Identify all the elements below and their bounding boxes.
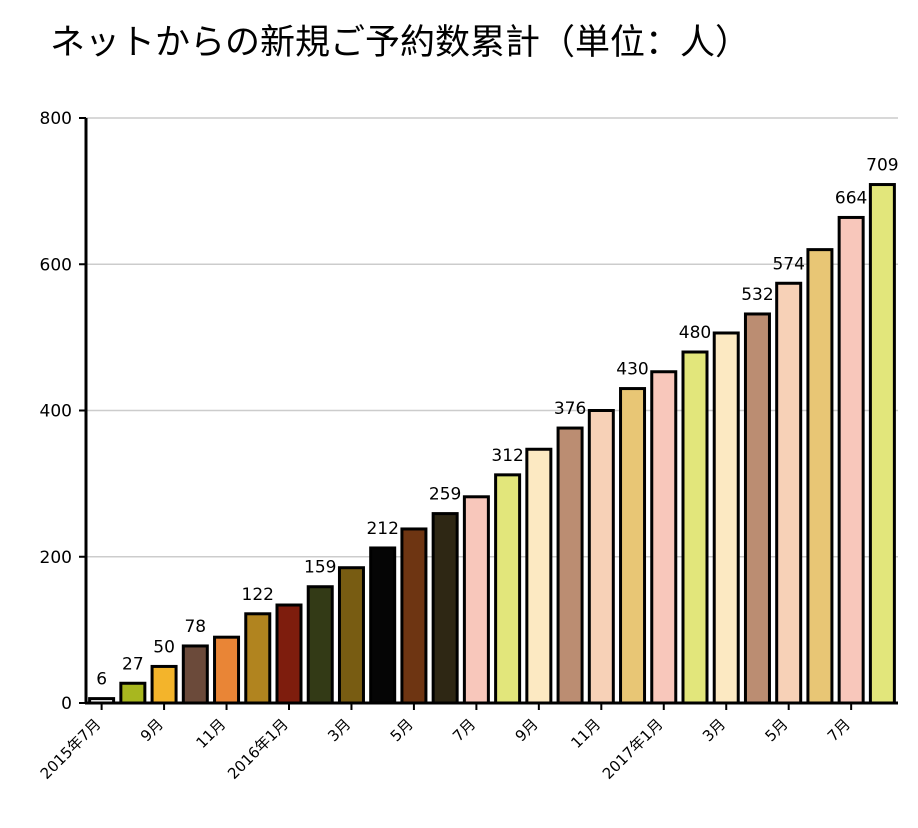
x-tick-label: 2016年1月 bbox=[224, 715, 292, 783]
y-tick-label: 0 bbox=[61, 694, 72, 714]
bar bbox=[619, 387, 647, 705]
data-label: 430 bbox=[616, 360, 648, 380]
x-tick-label: 3月 bbox=[699, 715, 729, 745]
x-tick-label: 5月 bbox=[761, 715, 791, 745]
data-label: 376 bbox=[554, 399, 586, 419]
bar bbox=[743, 312, 771, 705]
bar bbox=[462, 495, 490, 705]
bar bbox=[119, 681, 147, 705]
bar bbox=[244, 612, 272, 705]
bar bbox=[431, 512, 459, 705]
bar bbox=[837, 215, 865, 705]
data-label: 27 bbox=[122, 654, 144, 674]
data-label: 664 bbox=[835, 188, 867, 208]
data-label: 6 bbox=[96, 670, 107, 690]
data-label: 50 bbox=[153, 637, 175, 657]
x-tick-label: 11月 bbox=[567, 715, 604, 752]
data-labels: 6 27 50 78 122 159 212 259 312 376 430 480 532 574 664… bbox=[96, 156, 898, 690]
data-label: 159 bbox=[304, 558, 336, 578]
bar bbox=[337, 566, 365, 705]
data-label: 122 bbox=[242, 585, 274, 605]
y-tick-label: 600 bbox=[40, 255, 72, 275]
data-label: 78 bbox=[184, 617, 206, 637]
y-tick-label: 400 bbox=[40, 402, 72, 422]
bar bbox=[525, 447, 553, 705]
x-tick-label: 3月 bbox=[324, 715, 354, 745]
data-label: 259 bbox=[429, 485, 461, 505]
y-tick-label: 200 bbox=[40, 548, 72, 568]
data-label: 480 bbox=[679, 323, 711, 343]
data-label: 574 bbox=[772, 254, 804, 274]
data-label: 532 bbox=[741, 285, 773, 305]
x-tick-label: 11月 bbox=[193, 715, 230, 752]
bar bbox=[868, 183, 896, 705]
bar bbox=[494, 473, 522, 705]
x-tick-label: 7月 bbox=[449, 715, 479, 745]
bar bbox=[400, 527, 428, 705]
data-label: 709 bbox=[866, 156, 898, 176]
data-label: 312 bbox=[491, 446, 523, 466]
data-label: 212 bbox=[366, 519, 398, 539]
bar bbox=[556, 426, 584, 705]
x-tick-label: 7月 bbox=[824, 715, 854, 745]
x-tick-label: 9月 bbox=[137, 715, 167, 745]
bar bbox=[650, 370, 678, 705]
bar bbox=[712, 331, 740, 705]
y-tick-label: 800 bbox=[40, 109, 72, 129]
y-tick-labels: 0 200 400 600 800 bbox=[40, 109, 72, 714]
bar bbox=[681, 350, 709, 705]
bar bbox=[369, 546, 397, 705]
bar bbox=[150, 664, 178, 705]
x-tick-label: 2015年7月 bbox=[37, 715, 105, 783]
bar bbox=[587, 409, 615, 705]
bar bbox=[775, 281, 803, 705]
bar bbox=[181, 644, 209, 705]
bar bbox=[213, 635, 241, 705]
bar bbox=[306, 585, 334, 705]
axes bbox=[79, 117, 898, 710]
x-tick-label: 2017年1月 bbox=[599, 715, 667, 783]
chart-title: ネットからの新規ご予約数累計（単位：人） bbox=[50, 23, 751, 63]
bar bbox=[275, 603, 303, 705]
bars bbox=[88, 183, 896, 705]
x-tick-label: 5月 bbox=[387, 715, 417, 745]
x-tick-label: 9月 bbox=[512, 715, 542, 745]
bar bbox=[806, 248, 834, 705]
